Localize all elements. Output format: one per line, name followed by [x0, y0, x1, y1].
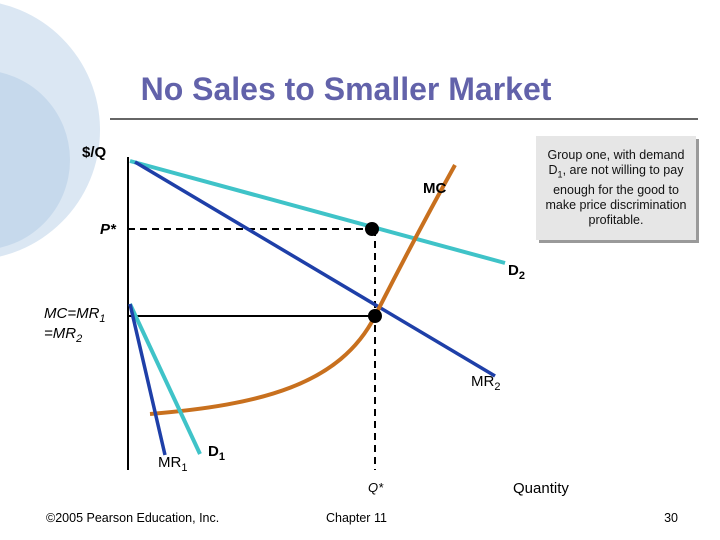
- d1-label: D1: [208, 443, 225, 463]
- mc-curve: [149, 164, 457, 416]
- slide-title: No Sales to Smaller Market: [141, 71, 552, 107]
- q-star-label: Q*: [368, 480, 384, 495]
- footer-copyright: ©2005 Pearson Education, Inc.: [46, 511, 219, 525]
- label-sub: 2: [75, 333, 82, 345]
- mc-mr-label: =MR2: [44, 325, 82, 345]
- label-sub: 2: [494, 381, 500, 393]
- mr2-label: MR2: [471, 373, 500, 393]
- label-text: =MR: [44, 325, 76, 342]
- mr1-curve: [128, 303, 167, 456]
- callout: Group one, with demand D1, are not willi…: [536, 136, 696, 240]
- decor-circle: [0, 72, 70, 248]
- label-sub: 2: [519, 270, 525, 282]
- callout-part: Group one, with demand D: [547, 148, 685, 178]
- footer-chapter: Chapter 11: [326, 511, 387, 525]
- p-star-label: P*: [100, 221, 117, 238]
- label-text: D: [208, 443, 219, 460]
- x-axis-label: Quantity: [513, 480, 569, 497]
- y-axis-label: $/Q: [82, 144, 107, 161]
- d2-label: D2: [508, 262, 525, 282]
- mc-label: MC: [423, 180, 446, 197]
- label-text: MR: [158, 454, 181, 471]
- d1-curve: [128, 303, 202, 455]
- label-sub: 1: [99, 313, 105, 325]
- mr1-label: MR1: [158, 454, 187, 474]
- label-text: D: [508, 262, 519, 279]
- footer-page: 30: [664, 511, 678, 525]
- label-text: MC=MR: [44, 305, 100, 322]
- equilibrium-point: [368, 309, 382, 323]
- mc-mr-label: MC=MR1: [44, 305, 106, 325]
- callout-sub: 1: [557, 169, 563, 180]
- callout-part: , are not willing to pay enough for the …: [545, 163, 687, 227]
- mr2-curve: [134, 160, 496, 378]
- callout-text: Group one, with demand D1, are not willi…: [540, 148, 692, 228]
- label-sub: 1: [219, 451, 225, 463]
- label-text: MR: [471, 373, 494, 390]
- equilibrium-point: [365, 222, 379, 236]
- label-sub: 1: [181, 462, 187, 474]
- d2-curve: [129, 159, 506, 265]
